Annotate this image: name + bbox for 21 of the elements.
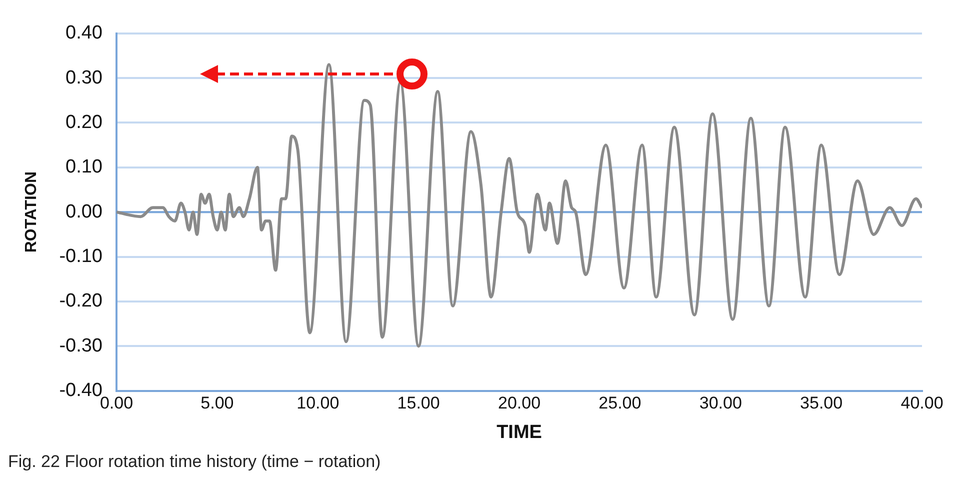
x-tick-label: 35.00 [800, 394, 843, 413]
x-tick-label: 20.00 [498, 394, 541, 413]
y-tick-label: -0.10 [59, 246, 103, 268]
x-tick-label: 10.00 [296, 394, 340, 413]
caption: Fig. 22 Floor rotation time history (time − rotation) [8, 452, 382, 472]
x-tick-label: 30.00 [699, 394, 742, 413]
line-series [116, 63, 922, 348]
x-tick-label: 0.00 [100, 394, 134, 413]
y-tick-label: 0.40 [66, 22, 103, 44]
y-tick-label: -0.30 [59, 335, 103, 356]
x-axis-title: TIME [496, 422, 542, 443]
y-tick-label: 0.20 [66, 112, 103, 133]
y-tick-label: 0.30 [66, 67, 103, 88]
y-tick-label: 0.10 [66, 156, 103, 178]
x-tick-label: 25.00 [598, 394, 642, 413]
y-axis-title: ROTATION [23, 172, 40, 253]
x-tick-label: 5.00 [200, 394, 234, 413]
y-tick-label: -0.20 [59, 290, 103, 312]
x-tick-label: 40.00 [900, 394, 944, 413]
y-tick-label: 0.00 [66, 201, 103, 222]
x-tick-label: 15.00 [397, 394, 440, 413]
